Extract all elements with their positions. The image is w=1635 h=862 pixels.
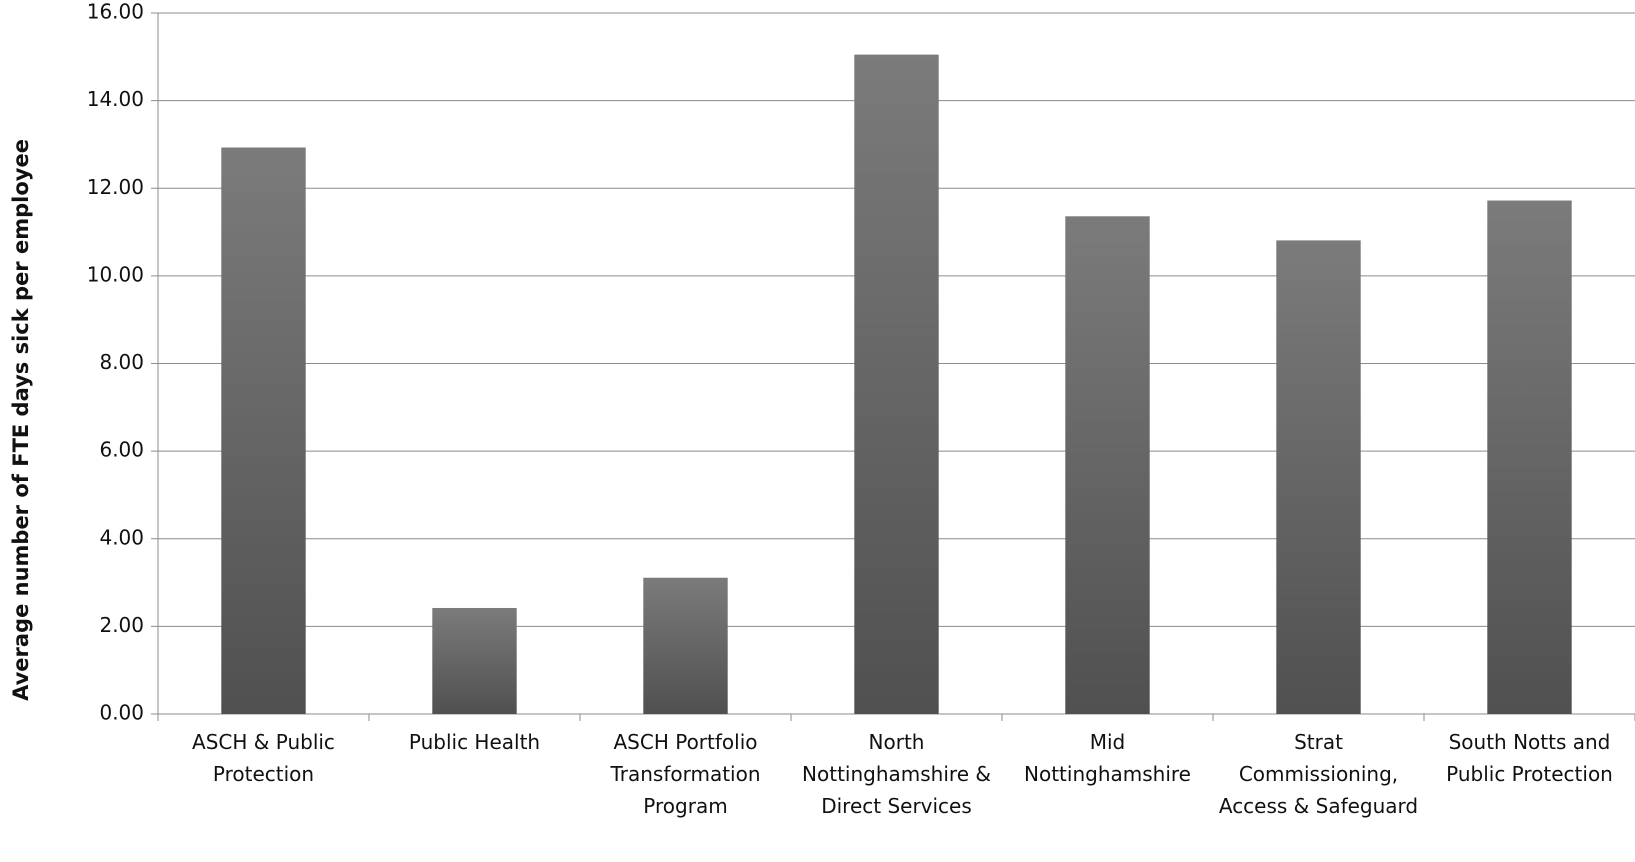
x-tick-label: Mid Nottinghamshire <box>1024 730 1191 786</box>
bar <box>854 54 939 714</box>
y-tick-label: 0.00 <box>99 701 144 725</box>
bar <box>221 147 306 714</box>
y-tick-label: 12.00 <box>87 175 144 199</box>
y-tick-label: 4.00 <box>99 525 144 549</box>
x-tick-label: Strat Commissioning, Access & Safeguard <box>1218 730 1419 818</box>
y-tick-label: 14.00 <box>87 87 144 111</box>
y-tick-label: 8.00 <box>99 350 144 374</box>
y-tick-label: 16.00 <box>87 0 144 24</box>
y-tick-label: 6.00 <box>99 438 144 462</box>
bar <box>1065 216 1150 715</box>
bar <box>643 577 728 714</box>
bar <box>1276 240 1361 714</box>
y-tick-label: 2.00 <box>99 613 144 637</box>
x-tick-label: South Notts and Public Protection <box>1446 730 1613 786</box>
x-tick-label: ASCH Portfolio Transformation Program <box>610 730 761 818</box>
bar <box>1487 200 1572 714</box>
x-tick-label: ASCH & Public Protection <box>192 730 335 786</box>
x-tick-label: North Nottinghamshire & Direct Services <box>802 730 991 818</box>
x-tick-label: Public Health <box>408 730 541 754</box>
y-tick-label: 10.00 <box>87 262 144 286</box>
y-axis-label: Average number of FTE days sick per empl… <box>9 139 33 701</box>
bar <box>432 607 517 714</box>
